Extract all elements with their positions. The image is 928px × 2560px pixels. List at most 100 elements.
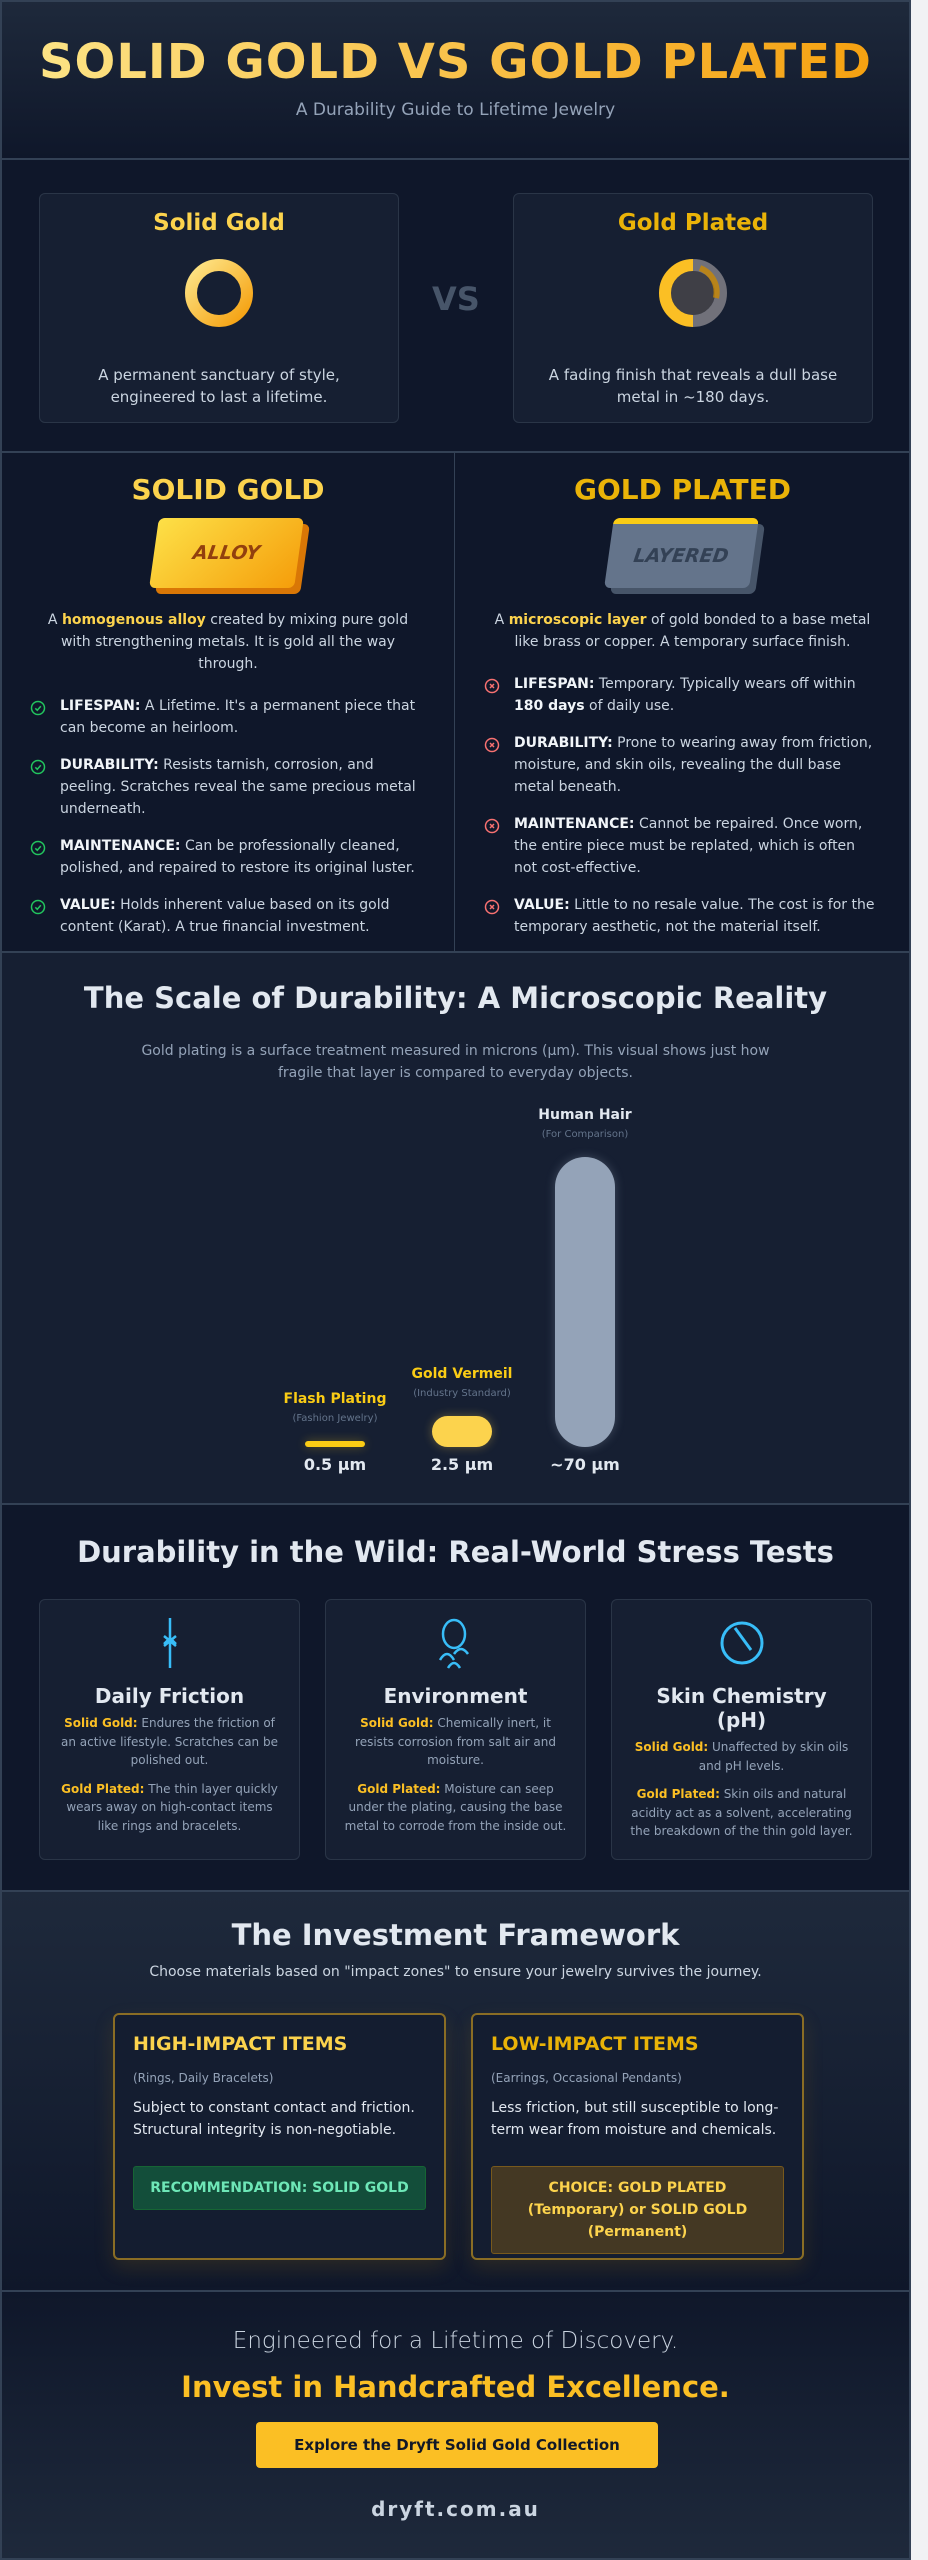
note-text: Moisture can seep under the plating, cau… [344,1781,567,1833]
section-title: Durability in the Wild: Real-World Stres… [77,1535,834,1569]
check-circle-icon [30,700,46,716]
note-label: Gold Plated: [636,1787,720,1801]
gold-plated-note: Gold Plated: Moisture can seep under the… [344,1780,567,1836]
solid-gold-note: Solid Gold: Unaffected by skin oils and … [630,1738,853,1775]
page-title: SOLID GOLD VS GOLD PLATED [2,34,909,90]
note-label: Solid Gold: [634,1740,709,1754]
website-link[interactable]: dryft.com.au [371,2497,540,2521]
thickness-bar [305,1441,365,1447]
section-title: The Scale of Durability: A Microscopic R… [83,981,828,1015]
page-subtitle: A Durability Guide to Lifetime Jewelry [295,100,616,120]
note-text: Skin oils and natural acidity act as a s… [630,1787,853,1838]
scale-section: The Scale of Durability: A Microscopic R… [2,953,909,1505]
desc-highlight: microscopic layer [508,612,647,628]
list-item: MAINTENANCE: Cannot be repaired. Once wo… [484,813,875,879]
solid-gold-column: SOLID GOLD ALLOY A homogenous alloy crea… [2,453,455,951]
prohibited-icon [720,1621,763,1665]
thickness-value: 2.5 µm [430,1455,494,1474]
desc-text: created by mixing pure gold with strengt… [60,612,409,672]
desc-text: A [494,612,509,628]
layered-bar-graphic: LAYERED [603,518,765,594]
thickness-label: Flash Plating (Fashion Jewelry) [275,1391,395,1424]
solid-gold-note: Solid Gold: Endures the friction of an a… [58,1714,281,1770]
alloy-bar-graphic: ALLOY [148,518,310,594]
stress-test-card: Daily Friction Solid Gold: Endures the fr… [39,1599,300,1860]
header: SOLID GOLD VS GOLD PLATED A Durability G… [2,2,909,160]
cons-list: LIFESPAN: Temporary. Typically wears off… [484,673,875,938]
note-text: Endures the friction of an active lifest… [61,1716,278,1767]
section-subtitle: Choose materials based on "impact zones"… [149,1964,762,1980]
item-text: Cannot be repaired. Once worn, the entir… [514,816,863,876]
item-name: Flash Plating [283,1391,387,1407]
alloy-label: ALLOY [149,518,304,588]
list-item: LIFESPAN: A Lifetime. It's a permanent p… [30,695,420,739]
item-text: Resists tarnish, corrosion, and peeling.… [60,757,416,817]
card-text: A permanent sanctuary of style, engineer… [98,366,340,406]
note-label: Solid Gold: [360,1716,434,1730]
gold-plated-column: GOLD PLATED LAYERED A microscopic layer … [456,453,909,951]
list-item: DURABILITY: Prone to wearing away from f… [484,732,875,798]
item-label: LIFESPAN: [514,676,595,692]
check-circle-icon [30,840,46,856]
card-text: A fading finish that reveals a dull base… [548,366,838,406]
stress-test-card: Skin Chemistry (pH) Solid Gold: Unaffecte… [611,1599,872,1860]
thickness-value: ~70 µm [550,1455,620,1474]
card-examples: (Earrings, Occasional Pendants) [491,2071,682,2085]
explore-collection-button[interactable]: Explore the Dryft Solid Gold Collection [256,2422,658,2468]
thickness-bar [432,1416,492,1447]
list-item: DURABILITY: Resists tarnish, corrosion, … [30,754,420,820]
stress-tests-section: Durability in the Wild: Real-World Stres… [2,1505,909,1892]
column-title: SOLID GOLD [131,473,325,506]
note-label: Gold Plated: [61,1781,145,1796]
high-impact-card: HIGH-IMPACT ITEMS (Rings, Daily Bracelet… [113,2013,446,2260]
check-circle-icon [30,759,46,775]
item-label: VALUE: [514,897,570,913]
gold-plated-note: Gold Plated: The thin layer quickly wear… [58,1780,281,1836]
check-circle-icon [30,899,46,915]
card-title: Daily Friction [94,1684,245,1708]
environment-icon [438,1618,469,1669]
item-label: MAINTENANCE: [514,816,635,832]
note-label: Solid Gold: [64,1716,138,1730]
item-text: Prone to wearing away from friction, moi… [514,735,873,795]
item-text: A Lifetime. It's a permanent piece that … [60,698,416,736]
x-circle-icon [484,678,500,694]
x-circle-icon [484,818,500,834]
tagline: Engineered for a Lifetime of Discovery. [232,2328,679,2354]
item-text: of daily use. [584,698,675,714]
section-title: The Investment Framework [231,1918,680,1952]
thickness-label: Human Hair (For Comparison) [525,1107,645,1140]
item-text: Little to no resale value. The cost is f… [514,897,875,935]
section-subtitle: Gold plating is a surface treatment meas… [141,1043,770,1081]
note-text: Unaffected by skin oils and pH levels. [698,1740,849,1773]
recommendation-badge: RECOMMENDATION: SOLID GOLD [133,2166,426,2210]
thickness-label: Gold Vermeil (Industry Standard) [402,1366,522,1399]
column-title: GOLD PLATED [574,473,791,506]
item-note: (Industry Standard) [413,1388,511,1399]
pros-list: LIFESPAN: A Lifetime. It's a permanent p… [30,695,420,938]
x-circle-icon [484,899,500,915]
item-name: Gold Vermeil [411,1366,513,1382]
column-description: A microscopic layer of gold bonded to a … [490,609,875,653]
item-label: DURABILITY: [60,757,159,773]
item-note: (Fashion Jewelry) [292,1413,378,1424]
stress-test-card: Environment Solid Gold: Chemically inert,… [325,1599,586,1860]
thickness-bar [555,1157,615,1447]
desc-highlight: homogenous alloy [61,612,206,628]
column-description: A homogenous alloy created by mixing pur… [36,609,420,675]
card-title: Skin Chemistry (pH) [656,1684,827,1732]
detailed-comparison: SOLID GOLD ALLOY A homogenous alloy crea… [2,453,909,953]
card-title: Solid Gold [153,210,285,236]
card-text: Subject to constant contact and friction… [133,2100,415,2138]
list-item: VALUE: Holds inherent value based on its… [30,894,420,938]
comparison-overview: Solid Gold A permanent sanctuary of styl… [2,160,909,453]
item-name: Human Hair [538,1107,632,1123]
note-text: Chemically inert, it resists corrosion f… [355,1716,556,1767]
investment-section: The Investment Framework Choose material… [2,1892,909,2292]
item-label: DURABILITY: [514,735,613,751]
vs-label: VS [432,280,480,318]
solid-gold-card: Solid Gold A permanent sanctuary of styl… [39,193,399,423]
item-emphasis: 180 days [514,698,585,714]
worn-ring-icon [659,259,727,327]
